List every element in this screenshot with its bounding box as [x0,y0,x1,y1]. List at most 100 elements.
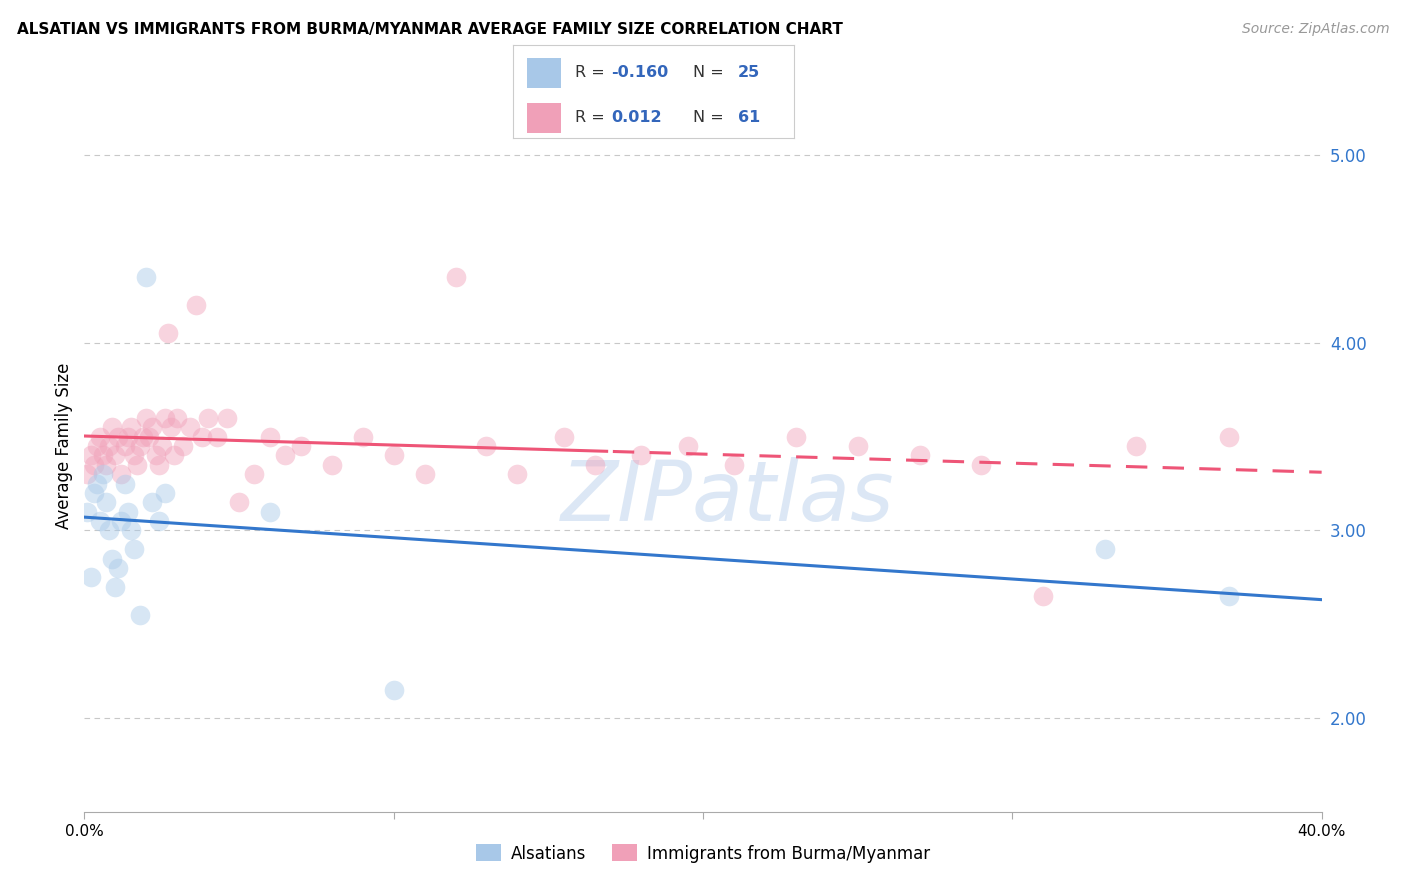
Y-axis label: Average Family Size: Average Family Size [55,363,73,529]
Point [1218,589,1240,603]
Point [1032,589,1054,603]
Point [110,467,132,482]
Point [79,449,101,463]
Point [1094,542,1116,557]
Point [553,429,575,443]
Point [91,449,114,463]
Point [153,410,176,425]
Point [382,682,405,697]
Point [475,439,498,453]
Point [1125,439,1147,453]
Point [120,420,142,434]
Point [135,410,157,425]
Point [104,449,127,463]
Point [382,449,405,463]
Point [197,410,219,425]
Point [207,429,229,443]
Point [179,420,201,434]
Point [150,439,173,453]
Point [101,420,124,434]
Point [138,429,160,443]
Point [110,514,132,528]
Point [228,495,250,509]
Point [94,458,117,472]
Point [321,458,343,472]
Point [114,476,136,491]
Point [98,524,121,538]
Point [148,514,170,528]
Point [104,580,127,594]
Point [86,439,108,453]
Text: R =: R = [575,65,610,80]
Text: 61: 61 [738,110,761,125]
Point [1218,429,1240,443]
Point [908,449,931,463]
Point [120,524,142,538]
Point [98,439,121,453]
Point [259,505,281,519]
Point [243,467,266,482]
Point [785,429,807,443]
Point [122,542,145,557]
Point [117,429,139,443]
Point [290,439,312,453]
Text: R =: R = [575,110,610,125]
Legend: Alsatians, Immigrants from Burma/Myanmar: Alsatians, Immigrants from Burma/Myanmar [470,838,936,869]
Text: ZIPatlas: ZIPatlas [561,457,894,538]
Bar [527,103,561,133]
Point [274,449,297,463]
Point [153,486,176,500]
Point [184,298,207,312]
Point [94,495,117,509]
Point [148,458,170,472]
Point [132,429,155,443]
Text: ALSATIAN VS IMMIGRANTS FROM BURMA/MYANMAR AVERAGE FAMILY SIZE CORRELATION CHART: ALSATIAN VS IMMIGRANTS FROM BURMA/MYANMA… [17,22,842,37]
Point [191,429,214,443]
Point [89,429,111,443]
Point [83,486,105,500]
Point [583,458,606,472]
Text: -0.160: -0.160 [612,65,669,80]
Point [352,429,374,443]
Point [141,420,163,434]
Point [723,458,745,472]
Point [970,458,993,472]
Point [79,570,101,584]
Text: N =: N = [693,65,730,80]
Text: 25: 25 [738,65,761,80]
Point [107,561,129,575]
Point [117,505,139,519]
Point [122,449,145,463]
Point [125,458,148,472]
Point [91,467,114,482]
Point [114,439,136,453]
Point [76,505,98,519]
Point [83,458,105,472]
Point [259,429,281,443]
Point [156,326,179,341]
Point [215,410,238,425]
Point [135,270,157,285]
Point [172,439,194,453]
Text: N =: N = [693,110,730,125]
Point [141,495,163,509]
Bar [527,58,561,87]
Point [413,467,436,482]
Point [163,449,186,463]
Point [101,551,124,566]
Point [107,429,129,443]
Point [129,607,152,622]
Point [676,439,699,453]
Point [846,439,869,453]
Point [160,420,183,434]
Point [89,514,111,528]
Point [129,439,152,453]
Text: 0.012: 0.012 [612,110,662,125]
Point [166,410,188,425]
Point [76,467,98,482]
Point [444,270,467,285]
Point [630,449,652,463]
Point [506,467,529,482]
Text: Source: ZipAtlas.com: Source: ZipAtlas.com [1241,22,1389,37]
Point [86,476,108,491]
